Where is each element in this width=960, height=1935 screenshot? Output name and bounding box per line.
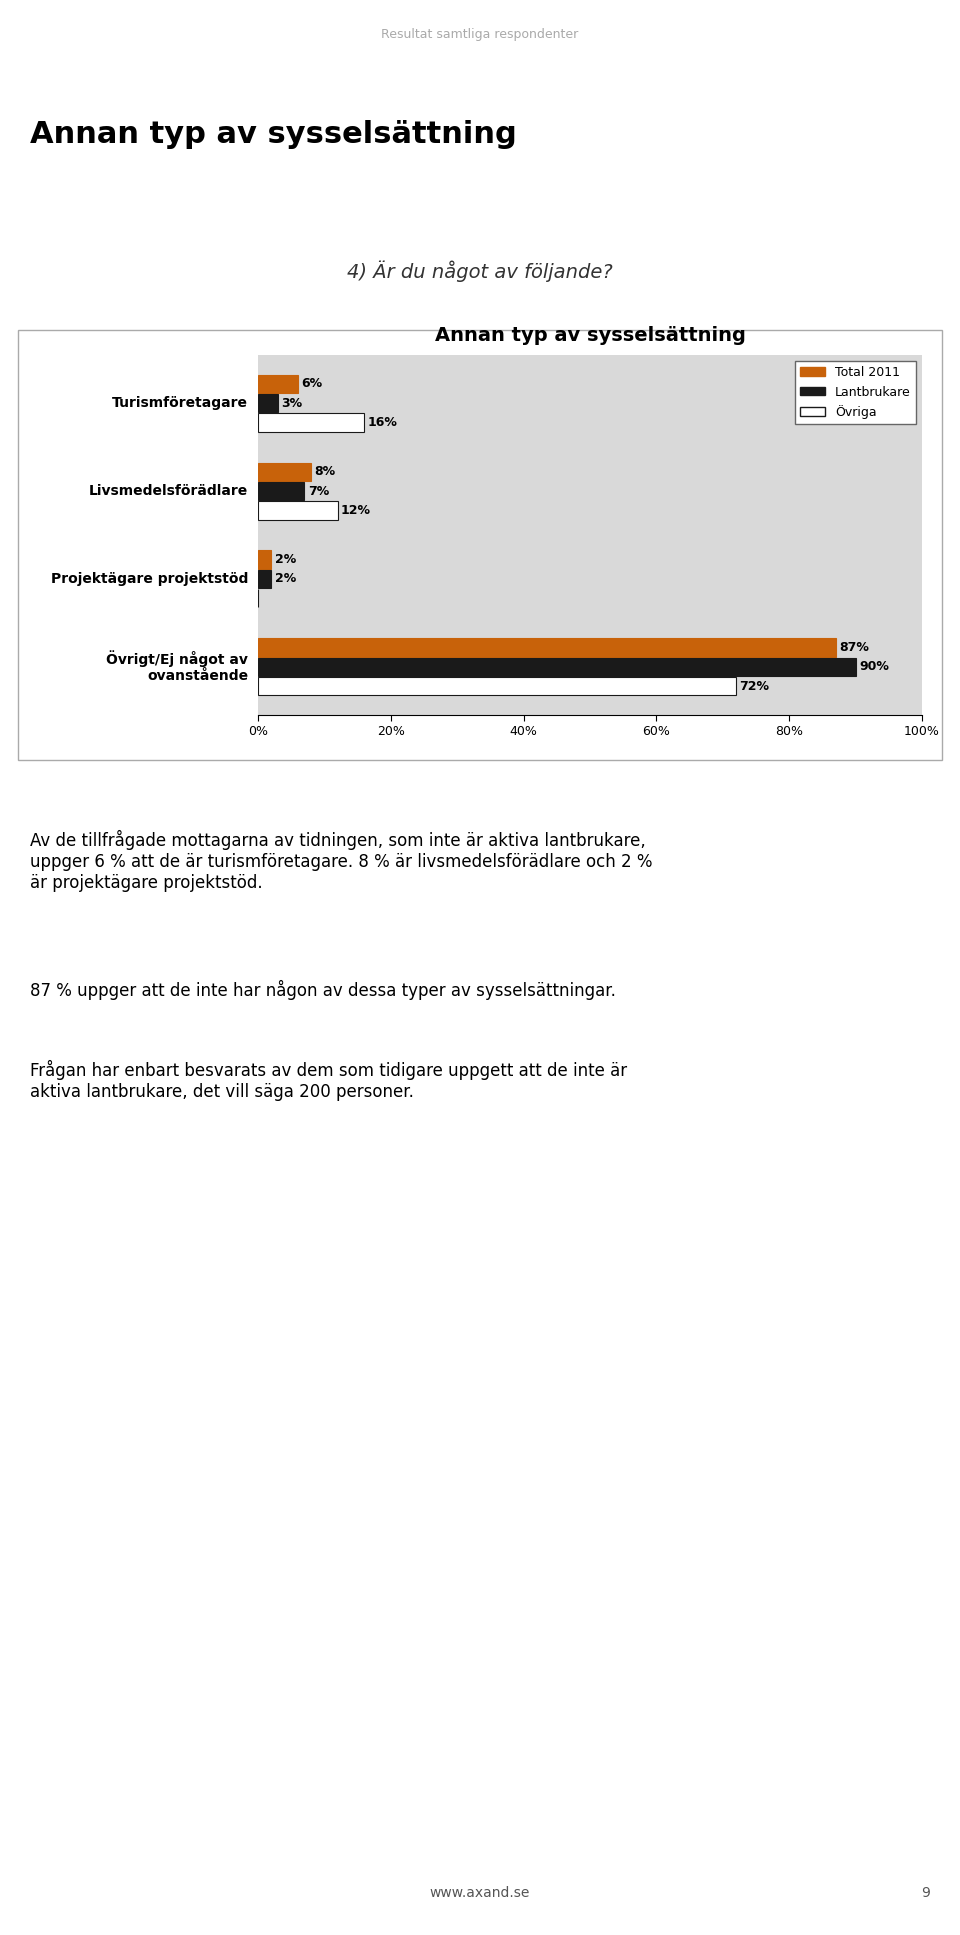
Text: 16%: 16% <box>368 416 397 430</box>
Text: Resultat samtliga respondenter: Resultat samtliga respondenter <box>381 27 579 41</box>
Text: 7%: 7% <box>308 484 329 497</box>
Text: 87%: 87% <box>839 640 869 654</box>
Bar <box>258 639 835 656</box>
Bar <box>258 501 338 521</box>
Title: Annan typ av sysselsättning: Annan typ av sysselsättning <box>435 327 745 344</box>
Legend: Total 2011, Lantbrukare, Övriga: Total 2011, Lantbrukare, Övriga <box>795 362 916 424</box>
Text: Annan typ av sysselsättning: Annan typ av sysselsättning <box>30 120 516 149</box>
Text: Övrigt/Ej något av
ovanstående: Övrigt/Ej något av ovanstående <box>107 650 248 683</box>
Bar <box>258 482 304 501</box>
Text: 72%: 72% <box>739 679 769 693</box>
Text: 9: 9 <box>922 1887 930 1900</box>
Text: 3%: 3% <box>281 397 302 410</box>
Text: www.axand.se: www.axand.se <box>430 1887 530 1900</box>
Bar <box>258 414 364 432</box>
Text: Livsmedelsförädlare: Livsmedelsförädlare <box>88 484 248 497</box>
Bar <box>258 677 736 695</box>
FancyBboxPatch shape <box>18 331 942 760</box>
Text: 8%: 8% <box>315 464 336 478</box>
Text: 4) Är du något av följande?: 4) Är du något av följande? <box>348 259 612 281</box>
Text: Frågan har enbart besvarats av dem som tidigare uppgett att de inte är
aktiva la: Frågan har enbart besvarats av dem som t… <box>30 1060 627 1101</box>
Bar <box>258 395 278 412</box>
Bar <box>258 550 272 569</box>
Text: Turismföretagare: Turismföretagare <box>112 397 248 410</box>
Text: 2%: 2% <box>275 553 296 567</box>
Text: 87 % uppger att de inte har någon av dessa typer av sysselsättningar.: 87 % uppger att de inte har någon av des… <box>30 979 616 1000</box>
Text: 12%: 12% <box>341 503 371 517</box>
Bar <box>258 462 311 482</box>
Bar <box>258 658 855 675</box>
Text: 2%: 2% <box>275 573 296 586</box>
Text: 6%: 6% <box>301 377 323 391</box>
Text: Projektägare projektstöd: Projektägare projektstöd <box>51 573 248 586</box>
Text: Av de tillfrågade mottagarna av tidningen, som inte är aktiva lantbrukare,
uppge: Av de tillfrågade mottagarna av tidninge… <box>30 830 653 892</box>
Text: 90%: 90% <box>859 660 889 673</box>
Bar <box>258 375 298 393</box>
Bar <box>258 569 272 588</box>
